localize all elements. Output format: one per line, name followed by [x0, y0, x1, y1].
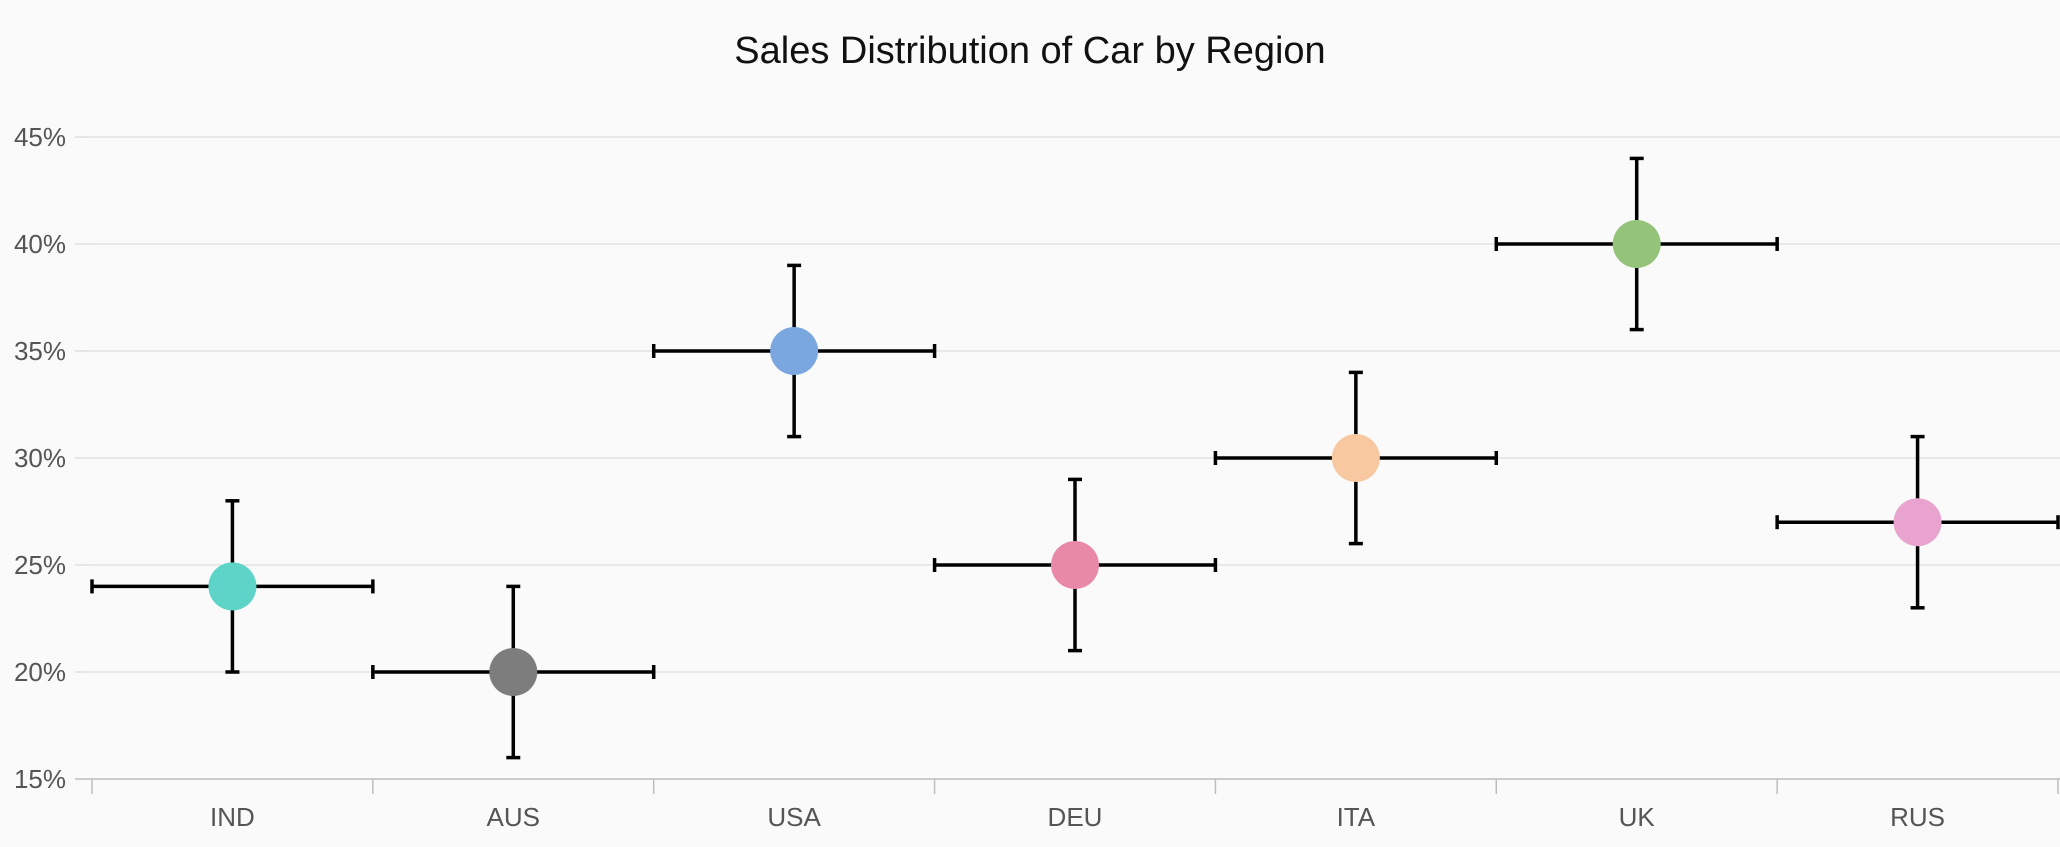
y-tick-label: 45%: [14, 122, 66, 152]
y-tick-label: 30%: [14, 443, 66, 473]
data-point: [770, 327, 819, 375]
data-point: [1893, 498, 1942, 547]
x-tick-label: UK: [1619, 802, 1656, 832]
x-tick-label: AUS: [487, 802, 540, 832]
x-tick-label: RUS: [1890, 802, 1945, 832]
x-tick-label: USA: [767, 802, 821, 832]
data-point: [208, 562, 257, 611]
data-point: [1612, 220, 1661, 268]
y-tick-label: 40%: [14, 229, 66, 259]
x-tick-label: IND: [210, 802, 255, 832]
y-tick-label: 15%: [14, 764, 66, 794]
x-tick-label: DEU: [1048, 802, 1103, 832]
data-point: [1331, 434, 1380, 482]
y-tick-label: 35%: [14, 336, 66, 366]
data-point: [1051, 541, 1099, 589]
y-tick-label: 25%: [14, 550, 66, 580]
x-tick-label: ITA: [1337, 802, 1376, 832]
data-point: [489, 648, 538, 696]
point-layer: [208, 220, 1942, 696]
errorbar-layer: [90, 156, 2060, 760]
chart-title: Sales Distribution of Car by Region: [734, 30, 1326, 72]
y-tick-label: 20%: [14, 657, 66, 687]
label-layer: 15% 20% 25% 30% 35% 40% 45% IND AUS USA DEU ITA UK RU…: [14, 122, 1945, 832]
axis-layer: [75, 136, 2060, 794]
